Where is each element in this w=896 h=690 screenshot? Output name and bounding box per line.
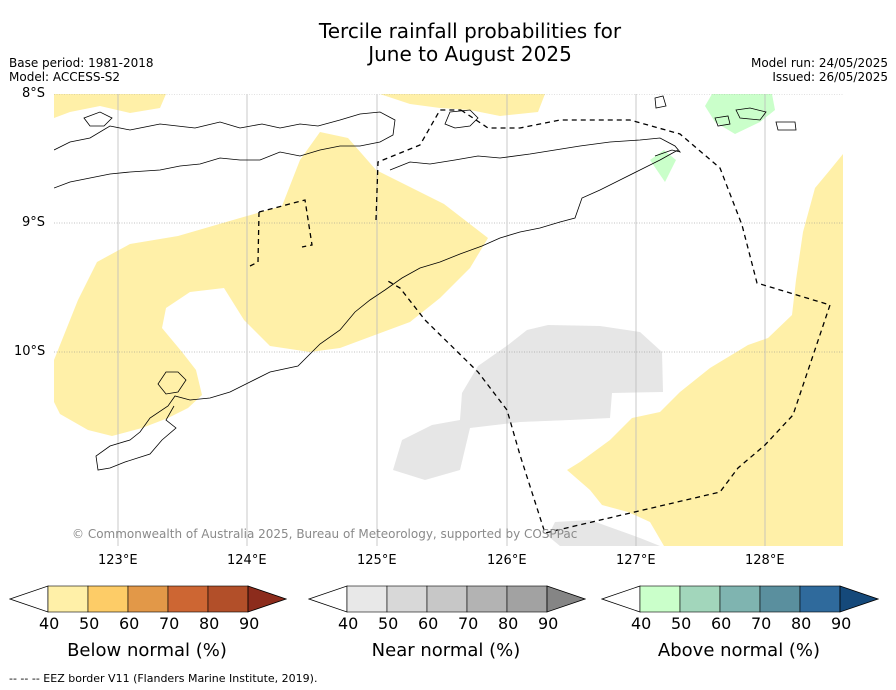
below-normal-region-north — [54, 94, 166, 118]
near-normal-colorbar-segment — [386, 585, 428, 613]
above-normal-region-east — [650, 150, 676, 182]
near-normal-colorbar-tick: 70 — [458, 614, 479, 633]
map-title: Tercile rainfall probabilities for June … — [0, 20, 896, 66]
below-normal-region-north-mid — [380, 94, 545, 116]
issued-date: Issued: 26/05/2025 — [772, 70, 888, 84]
below-normal-colorbar-segment — [127, 585, 169, 613]
near-normal-colorbar-segment — [426, 585, 468, 613]
small-island-1 — [654, 95, 667, 109]
meta-right: Model run: 24/05/2025 Issued: 26/05/2025 — [751, 56, 888, 84]
title-line-2: June to August 2025 — [368, 42, 572, 66]
near-normal-colorbar-segment — [466, 585, 508, 613]
near-normal-region — [393, 325, 663, 480]
near-normal-colorbar-segment — [506, 585, 548, 613]
meta-left: Base period: 1981-2018 Model: ACCESS-S2 — [9, 56, 154, 84]
timor-coast-upper — [389, 137, 682, 171]
lon-label-123e: 123°E — [98, 553, 138, 568]
near-normal-region-south — [548, 520, 660, 546]
above-normal-colorbar-lower-extension — [601, 585, 641, 613]
near-normal-colorbar-tick: 60 — [418, 614, 439, 633]
small-island-3 — [775, 121, 797, 131]
timor-coast-south — [95, 149, 679, 471]
lon-label-127e: 127°E — [616, 553, 656, 568]
near-normal-colorbar — [308, 585, 586, 613]
below-normal-colorbar-segment — [207, 585, 249, 613]
lon-label-124e: 124°E — [227, 553, 267, 568]
below-normal-colorbar-segment — [47, 585, 89, 613]
below-normal-colorbar-tick: 50 — [79, 614, 100, 633]
above-normal-colorbar-tick: 70 — [751, 614, 772, 633]
below-normal-colorbar-segment — [167, 585, 209, 613]
near-normal-colorbar-upper-extension — [546, 585, 586, 613]
model-run: Model run: 24/05/2025 — [750, 56, 888, 70]
near-normal-colorbar-tick: 90 — [538, 614, 559, 633]
below-normal-colorbar-tick: 40 — [39, 614, 60, 633]
below-normal-colorbar-tick: 80 — [199, 614, 220, 633]
eez-footnote: -- -- -- EEZ border V11 (Flanders Marine… — [9, 672, 318, 685]
near-normal-colorbar-lower-extension — [308, 585, 348, 613]
near-normal-colorbar-tick: 50 — [378, 614, 399, 633]
below-normal-colorbar-upper-extension — [247, 585, 287, 613]
above-normal-colorbar — [601, 585, 879, 613]
timor-coast-north — [54, 111, 396, 189]
above-normal-colorbar-segment — [679, 585, 721, 613]
near-normal-colorbar-tick: 40 — [338, 614, 359, 633]
lat-label-10s: 10°S — [14, 344, 46, 359]
near-normal-colorbar-tick: 80 — [498, 614, 519, 633]
lat-label-8s: 8°S — [22, 86, 46, 101]
lat-label-9s: 9°S — [22, 215, 46, 230]
wetar-island — [444, 109, 479, 129]
below-normal-colorbar-label: Below normal (%) — [67, 640, 227, 661]
below-normal-colorbar-lower-extension — [9, 585, 49, 613]
above-normal-colorbar-tick: 50 — [671, 614, 692, 633]
rote-island — [157, 371, 187, 395]
above-normal-colorbar-tick: 90 — [831, 614, 852, 633]
eez-border — [249, 109, 831, 534]
lon-label-126e: 126°E — [487, 553, 527, 568]
lon-label-128e: 128°E — [745, 553, 785, 568]
above-normal-colorbar-segment — [799, 585, 841, 613]
model-name: Model: ACCESS-S2 — [9, 70, 121, 84]
lon-label-125e: 125°E — [357, 553, 397, 568]
copyright-notice: © Commonwealth of Australia 2025, Bureau… — [72, 527, 578, 541]
above-normal-colorbar-label: Above normal (%) — [657, 640, 821, 661]
above-normal-colorbar-tick: 60 — [711, 614, 732, 633]
near-normal-colorbar-label: Near normal (%) — [371, 640, 521, 661]
below-normal-colorbar-tick: 90 — [239, 614, 260, 633]
near-normal-colorbar-segment — [346, 585, 388, 613]
above-normal-colorbar-tick: 80 — [791, 614, 812, 633]
meridians — [117, 94, 766, 546]
base-period: Base period: 1981-2018 — [9, 56, 154, 70]
below-normal-colorbar — [9, 585, 287, 613]
gridlines — [54, 94, 843, 353]
below-normal-colorbar-tick: 70 — [159, 614, 180, 633]
small-island-2 — [735, 107, 767, 121]
above-normal-colorbar-segment — [719, 585, 761, 613]
coastlines — [54, 95, 797, 471]
below-normal-region-west — [54, 132, 488, 436]
small-island-4 — [714, 115, 731, 127]
below-normal-colorbar-segment — [87, 585, 129, 613]
above-normal-colorbar-segment — [639, 585, 681, 613]
above-normal-colorbar-tick: 40 — [631, 614, 652, 633]
alor-island — [83, 111, 113, 127]
above-normal-colorbar-segment — [759, 585, 801, 613]
title-line-1: Tercile rainfall probabilities for — [318, 19, 622, 43]
above-normal-region-northeast — [705, 94, 775, 134]
above-normal-colorbar-upper-extension — [839, 585, 879, 613]
below-normal-colorbar-tick: 60 — [119, 614, 140, 633]
